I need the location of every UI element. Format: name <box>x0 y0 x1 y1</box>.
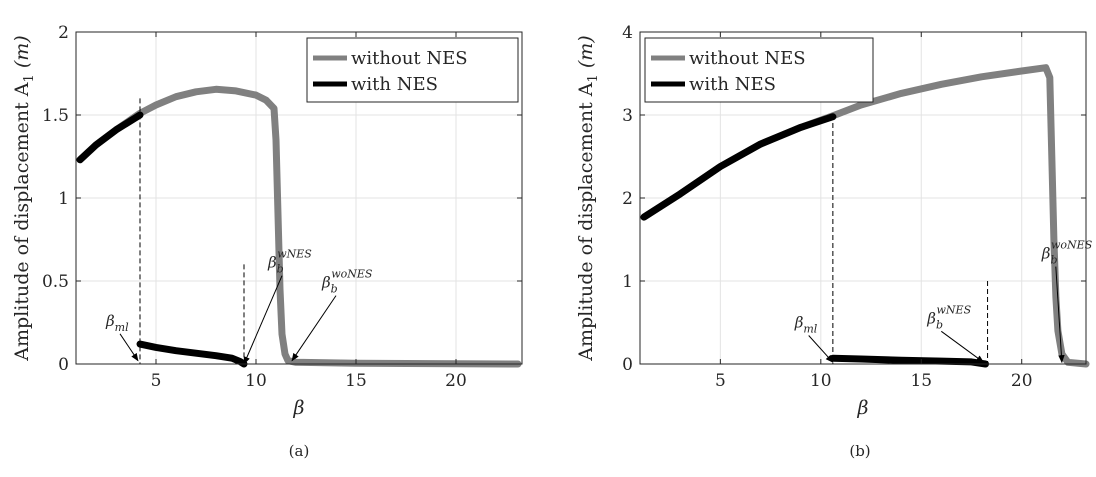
legend-label-1: without NES <box>351 48 468 69</box>
y-tick-label: 2 <box>58 23 69 43</box>
annotation-arrow-3 <box>291 295 337 362</box>
y-axis-label: Amplitude of displacement A1 (m) <box>575 35 601 361</box>
annotation-arrow-2 <box>940 330 985 363</box>
y-tick-label: 0 <box>58 355 69 375</box>
y-tick-label: 1.5 <box>42 106 69 126</box>
y-tick-label: 0.5 <box>42 272 69 292</box>
x-tick-label: 5 <box>715 371 726 391</box>
x-tick-label: 15 <box>345 371 367 391</box>
panel-b: βml βbwNES βbwoNES 5 10 15 20 0 1 2 3 4 β Amplitude o… <box>575 23 1093 460</box>
y-tick-label: 0 <box>622 355 633 375</box>
annotation-arrow-1 <box>808 335 834 363</box>
x-tick-label: 10 <box>810 371 832 391</box>
panel-caption: (b) <box>849 442 870 460</box>
legend-box <box>644 37 874 103</box>
annotation-arrow-1 <box>119 333 139 362</box>
series-with-nes-segment-1 <box>76 111 144 164</box>
annotation-label-3: βbwoNES <box>321 268 373 296</box>
x-tick-label: 20 <box>1011 371 1033 391</box>
series-with-nes-segment-2 <box>136 340 248 368</box>
y-axis-label: Amplitude of displacement A1 (m) <box>11 35 37 361</box>
legend-box <box>306 37 519 103</box>
y-tick-label: 3 <box>622 106 633 126</box>
x-tick-label: 10 <box>245 371 267 391</box>
y-tick-label: 1 <box>58 189 69 209</box>
x-axis-label: β <box>293 397 305 419</box>
annotation-arrow-3 <box>1055 266 1065 364</box>
annotation-label-1: βml <box>105 312 129 334</box>
x-axis-label: β <box>857 397 869 419</box>
annotation-label-2: βbwNES <box>926 303 971 331</box>
annotation-label-2: βbwNES <box>267 248 312 276</box>
annotation-label-1: βml <box>794 313 818 335</box>
series-with-nes-segment-1 <box>640 113 837 221</box>
x-tick-label: 5 <box>151 371 162 391</box>
annotation-label-3: βbwoNES <box>1041 239 1093 267</box>
x-tick-label: 20 <box>445 371 467 391</box>
panel-caption: (a) <box>289 442 310 460</box>
legend-label-1: without NES <box>689 48 806 69</box>
x-tick-label: 15 <box>910 371 932 391</box>
y-tick-label: 4 <box>622 23 633 43</box>
legend-label-2: with NES <box>351 74 438 95</box>
legend-label-2: with NES <box>689 74 776 95</box>
annotation-arrow-2 <box>243 275 283 365</box>
y-tick-label: 2 <box>622 189 633 209</box>
panel-a: βml βbwNES βbwoNES 5 10 15 20 0 0.5 1 1.5 2 β Amplitu… <box>11 23 523 460</box>
y-tick-label: 1 <box>622 272 633 292</box>
series-without-nes-line <box>76 85 522 368</box>
